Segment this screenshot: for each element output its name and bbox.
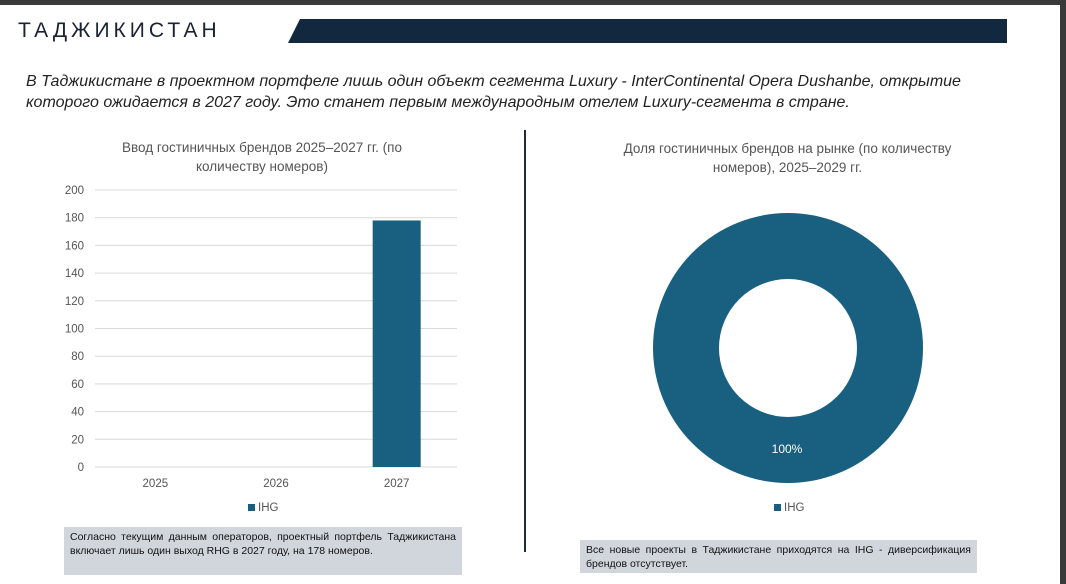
y-tick-label: 120 — [65, 296, 84, 308]
legend-swatch — [774, 504, 781, 511]
bar-chart: 0 20 40 60 80 100 120 140 160 180 200 2025 2026 2027 — [65, 185, 457, 490]
y-tick-label: 0 — [78, 462, 84, 474]
donut-data-label: 100% — [772, 442, 803, 456]
bar-chart-title: Ввод гостиничных брендов 2025–2027 гг. (… — [121, 140, 402, 174]
x-tick-label: 2027 — [384, 478, 410, 490]
donut-chart-title: Доля гостиничных брендов на рынке (по ко… — [623, 141, 952, 175]
y-tick-label: 40 — [71, 407, 84, 419]
bar-legend: IHG — [248, 502, 278, 514]
bar-2027 — [372, 220, 421, 467]
header-banner — [288, 19, 1007, 43]
donut-chart: 100% — [653, 213, 923, 483]
legend-label: IHG — [784, 502, 805, 514]
x-tick-label: 2025 — [143, 478, 169, 490]
y-tick-label: 100 — [65, 324, 84, 336]
y-tick-label: 160 — [65, 240, 84, 252]
y-tick-label: 140 — [65, 268, 84, 280]
legend-label: IHG — [258, 502, 279, 514]
y-tick-label: 60 — [71, 379, 84, 391]
donut-slice-ihg — [653, 213, 923, 483]
legend-swatch — [248, 504, 255, 511]
subtitle: В Таджикистане в проектном портфеле лишь… — [26, 73, 961, 111]
divider — [524, 130, 526, 552]
slide: ТАДЖИКИСТАН В Таджикистане в проектном п… — [0, 5, 1060, 584]
x-tick-label: 2026 — [263, 478, 289, 490]
y-tick-label: 180 — [65, 213, 84, 225]
donut-legend: IHG — [774, 502, 804, 514]
left-note: Согласно текущим данным операторов, прое… — [64, 527, 462, 575]
y-tick-label: 80 — [71, 351, 84, 363]
right-note: Все новые проекты в Таджикистане приходя… — [580, 540, 977, 573]
page-title: ТАДЖИКИСТАН — [18, 19, 221, 42]
y-tick-label: 200 — [65, 185, 84, 197]
y-tick-label: 20 — [71, 434, 84, 446]
